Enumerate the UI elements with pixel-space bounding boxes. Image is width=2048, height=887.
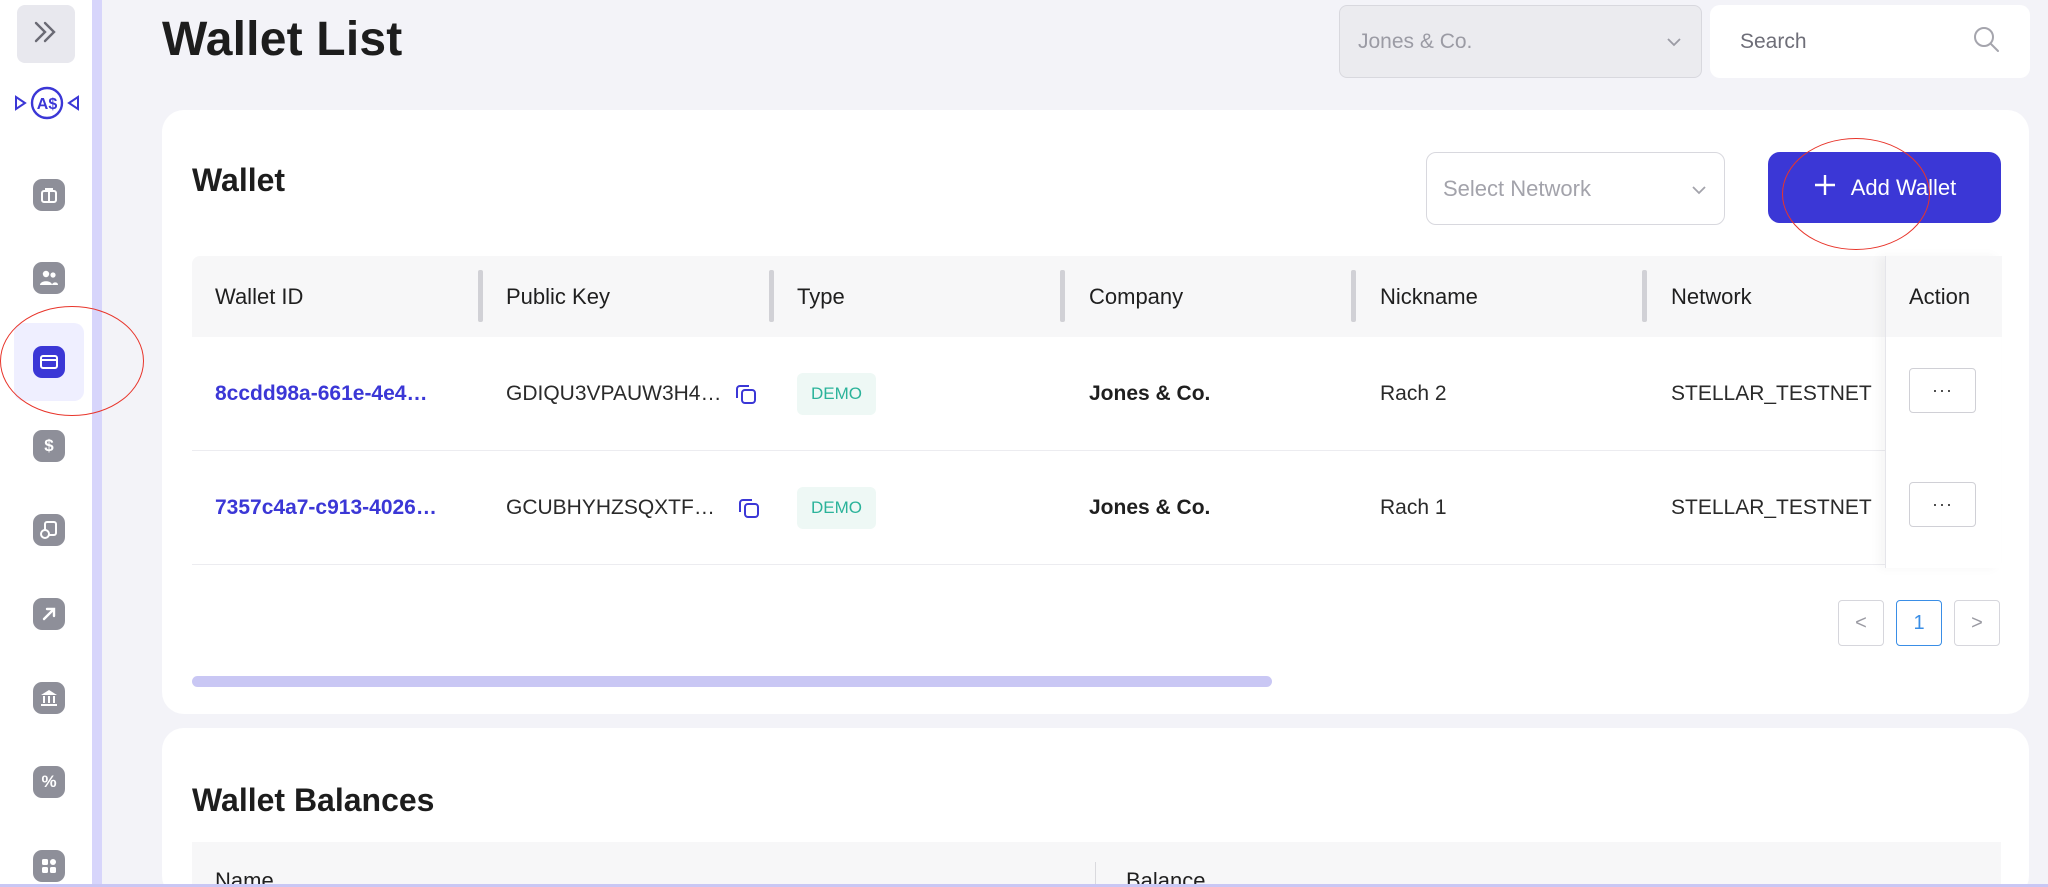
wallet-table: Wallet ID Public Key Type Company Nickna…: [192, 256, 2002, 687]
wallet-id-link[interactable]: 7357c4a7-c913-4026…: [215, 496, 437, 519]
column-resizer[interactable]: [769, 270, 774, 322]
coins-icon: [33, 514, 65, 546]
double-chevron-right-icon: [31, 17, 61, 52]
pagination-page-1[interactable]: 1: [1896, 600, 1942, 646]
table-row: 7357c4a7-c913-4026… GCUBHYHZSQXTF… DEMO …: [192, 451, 2001, 565]
nickname-cell: Rach 2: [1380, 382, 1447, 405]
action-header-bg: [1886, 256, 2002, 337]
action-column: Action ··· ···: [1885, 256, 2002, 568]
type-badge: DEMO: [797, 487, 876, 529]
pagination-prev-button[interactable]: <: [1838, 600, 1884, 646]
search-box: [1710, 5, 2030, 78]
search-icon[interactable]: [1972, 25, 2000, 58]
wallet-id-link[interactable]: 8ccdd98a-661e-4e4…: [215, 382, 428, 405]
brand-logo[interactable]: A$: [14, 84, 80, 126]
plus-icon: [1813, 169, 1837, 203]
dollar-icon: $: [33, 430, 65, 462]
column-network[interactable]: Network: [1671, 283, 1752, 309]
company-select[interactable]: Jones & Co.: [1339, 5, 1702, 78]
bank-icon: [33, 682, 65, 714]
public-key-text: GCUBHYHZSQXTF…: [506, 496, 715, 519]
column-resizer[interactable]: [1351, 270, 1356, 322]
sidebar-rail: [92, 0, 102, 887]
table-header: Wallet ID Public Key Type Company Nickna…: [192, 256, 2001, 337]
wallet-icon: [33, 346, 65, 378]
sidebar-item-apps[interactable]: [14, 827, 84, 887]
sidebar-item-dollar[interactable]: $: [14, 407, 84, 485]
nickname-cell: Rach 1: [1380, 496, 1447, 519]
sidebar-item-transfer[interactable]: [14, 575, 84, 653]
column-name[interactable]: Name: [215, 868, 274, 887]
percent-icon: %: [33, 766, 65, 798]
add-wallet-button[interactable]: Add Wallet: [1768, 152, 2001, 223]
search-input[interactable]: [1740, 29, 1960, 54]
page-title: Wallet List: [162, 13, 403, 66]
network-select[interactable]: Select Network: [1426, 152, 1725, 225]
column-resizer[interactable]: [1060, 270, 1065, 322]
briefcase-icon: [33, 179, 65, 211]
public-key-text: GDIQU3VPAUW3H4…: [506, 382, 722, 405]
table-row: 8ccdd98a-661e-4e4… GDIQU3VPAUW3H4… DEMO …: [192, 337, 2001, 451]
column-divider: [1095, 862, 1096, 887]
copy-icon[interactable]: [734, 382, 758, 406]
type-cell: DEMO: [797, 337, 876, 451]
chevron-down-icon: [1690, 176, 1708, 202]
company-cell: Jones & Co.: [1089, 382, 1211, 405]
window-bottom-edge: [0, 884, 2048, 887]
column-action: Action: [1909, 283, 1971, 309]
type-cell: DEMO: [797, 451, 876, 565]
wallet-balances-title: Wallet Balances: [192, 782, 435, 818]
horizontal-scrollbar[interactable]: [192, 676, 1272, 687]
sidebar-item-users[interactable]: [14, 239, 84, 317]
column-company[interactable]: Company: [1089, 283, 1184, 309]
column-nickname[interactable]: Nickname: [1380, 283, 1478, 309]
expand-sidebar-button[interactable]: [17, 5, 75, 63]
wallet-balances-card: Wallet Balances Name Balance: [162, 728, 2029, 887]
company-cell: Jones & Co.: [1089, 496, 1211, 519]
apps-icon: [33, 850, 65, 882]
column-resizer[interactable]: [1642, 270, 1647, 322]
sidebar-item-bank[interactable]: [14, 659, 84, 737]
wallet-card: Wallet Select Network Add Wallet Wallet …: [162, 110, 2029, 714]
row-action-button[interactable]: ···: [1909, 482, 1976, 527]
company-select-value: Jones & Co.: [1358, 29, 1473, 53]
sidebar: A$ $ %: [0, 0, 92, 887]
chevron-down-icon: [1665, 30, 1683, 54]
sidebar-item-briefcase[interactable]: [14, 156, 84, 234]
public-key-cell: GDIQU3VPAUW3H4…: [506, 337, 758, 451]
network-cell: STELLAR_TESTNET: [1671, 496, 1872, 519]
column-type[interactable]: Type: [797, 283, 845, 309]
network-select-placeholder: Select Network: [1443, 175, 1591, 201]
column-public-key[interactable]: Public Key: [506, 283, 610, 309]
type-badge: DEMO: [797, 373, 876, 415]
sidebar-item-wallet[interactable]: [14, 323, 84, 401]
sidebar-item-percent[interactable]: %: [14, 743, 84, 821]
add-wallet-label: Add Wallet: [1850, 174, 1957, 200]
column-wallet-id[interactable]: Wallet ID: [215, 283, 304, 309]
public-key-cell: GCUBHYHZSQXTF…: [506, 451, 761, 565]
wallet-card-title: Wallet: [192, 162, 286, 198]
column-balance[interactable]: Balance: [1126, 868, 1206, 887]
logo-text: A$: [37, 96, 58, 113]
pagination-next-button[interactable]: >: [1954, 600, 2000, 646]
balances-table-header: Name Balance: [192, 842, 2001, 887]
copy-icon[interactable]: [737, 496, 761, 520]
sidebar-item-coins[interactable]: [14, 491, 84, 569]
users-icon: [33, 262, 65, 294]
arrow-up-right-icon: [33, 598, 65, 630]
row-action-button[interactable]: ···: [1909, 368, 1976, 413]
column-resizer[interactable]: [478, 270, 483, 322]
network-cell: STELLAR_TESTNET: [1671, 382, 1872, 405]
